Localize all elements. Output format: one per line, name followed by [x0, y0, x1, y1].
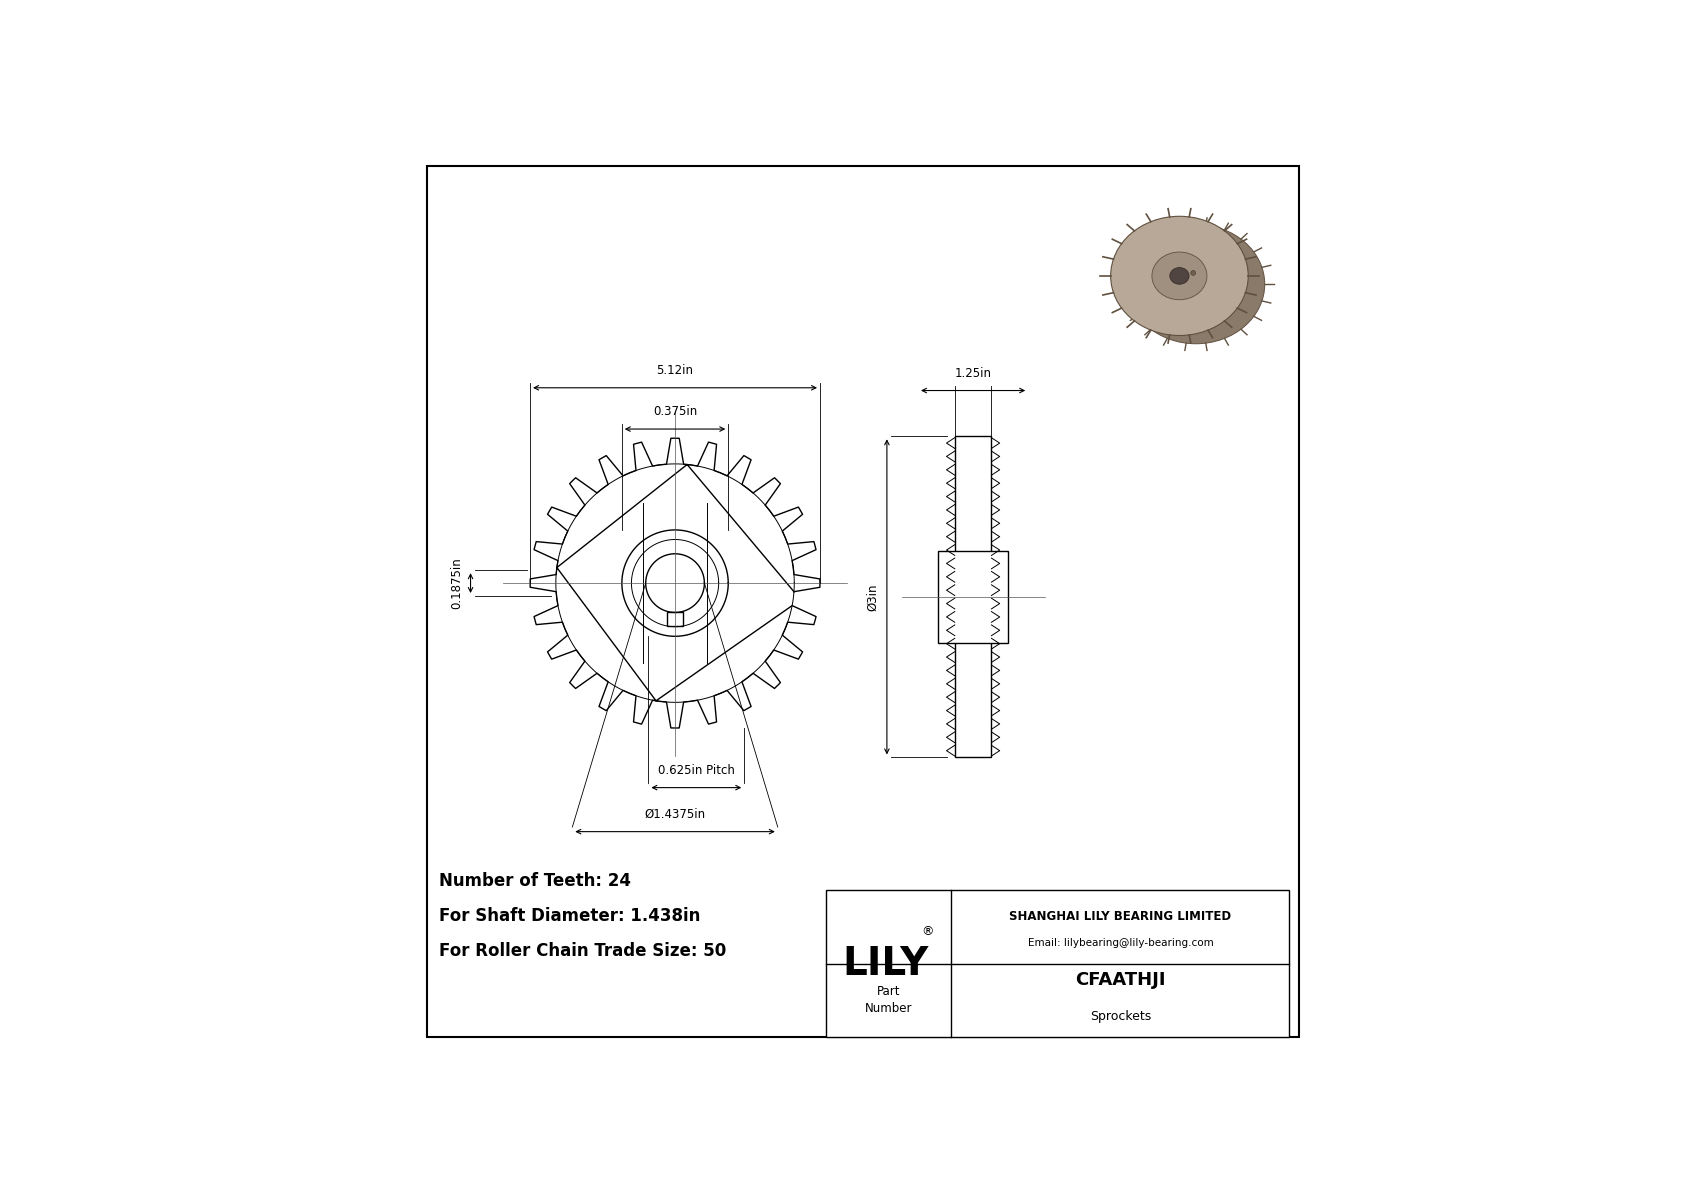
Text: Sprockets: Sprockets: [1090, 1010, 1152, 1023]
Bar: [827, 891, 1290, 1037]
Ellipse shape: [1170, 268, 1189, 285]
Text: 5.12in: 5.12in: [657, 363, 694, 376]
Text: 0.375in: 0.375in: [653, 405, 697, 418]
Bar: [955, 436, 992, 757]
Text: CFAATHJI: CFAATHJI: [1074, 971, 1165, 990]
Text: Part
Number: Part Number: [866, 985, 913, 1016]
Text: For Roller Chain Trade Size: 50: For Roller Chain Trade Size: 50: [440, 942, 726, 960]
Text: Ø1.4375in: Ø1.4375in: [645, 807, 706, 821]
Text: 0.1875in: 0.1875in: [450, 557, 463, 609]
Text: Number of Teeth: 24: Number of Teeth: 24: [440, 872, 632, 890]
Text: ®: ®: [921, 925, 933, 939]
Bar: [667, 612, 684, 625]
Ellipse shape: [1111, 217, 1248, 336]
Text: LILY: LILY: [842, 944, 928, 983]
Ellipse shape: [1127, 225, 1265, 344]
Bar: [938, 551, 1009, 643]
Text: For Shaft Diameter: 1.438in: For Shaft Diameter: 1.438in: [440, 906, 701, 925]
Text: Ø3in: Ø3in: [867, 584, 879, 611]
Text: Email: lilybearing@lily-bearing.com: Email: lilybearing@lily-bearing.com: [1027, 939, 1214, 948]
Text: 1.25in: 1.25in: [955, 367, 992, 380]
Text: 0.625in Pitch: 0.625in Pitch: [658, 763, 734, 777]
Ellipse shape: [1152, 252, 1207, 300]
Circle shape: [1191, 270, 1196, 275]
Text: SHANGHAI LILY BEARING LIMITED: SHANGHAI LILY BEARING LIMITED: [1009, 910, 1231, 923]
